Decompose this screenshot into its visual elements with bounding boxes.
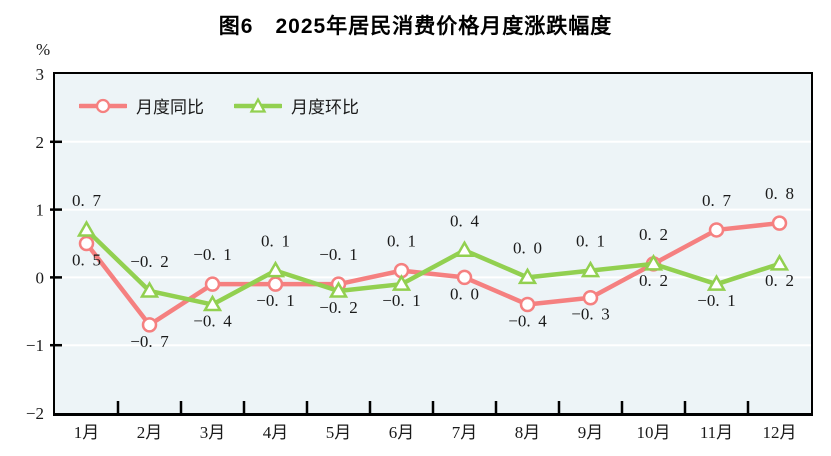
data-label: 0. 0 (450, 284, 479, 303)
data-label: −0. 7 (130, 332, 169, 351)
y-tick-label: 0 (36, 268, 45, 287)
mom-line-triangle-marker-icon (234, 96, 282, 113)
x-tick-label: 8月 (515, 423, 541, 442)
x-tick-label: 9月 (578, 423, 604, 442)
data-label: 0. 7 (702, 191, 731, 210)
data-point-marker-mom (76, 219, 97, 237)
data-label: −0. 3 (571, 305, 610, 324)
legend-item-yoy: 月度同比 (79, 93, 204, 118)
chart-title: 图6 2025年居民消费价格月度涨跌幅度 (218, 15, 613, 38)
series-line-yoy (84, 220, 782, 328)
data-label: −0. 2 (130, 252, 169, 271)
data-point-marker-mom (202, 294, 223, 312)
data-label: 0. 7 (72, 191, 101, 210)
data-label: −0. 4 (508, 312, 547, 331)
data-label: 0. 5 (72, 251, 101, 270)
data-label: 0. 2 (639, 271, 668, 290)
x-tick-label: 7月 (452, 423, 478, 442)
data-point-marker-yoy (204, 276, 221, 292)
x-tick-label: 3月 (200, 423, 226, 442)
data-point-marker-mom (391, 274, 412, 291)
x-tick-label: 1月 (74, 423, 100, 442)
data-point-marker-yoy (456, 269, 473, 286)
series-line-mom (84, 227, 782, 307)
legend-swatch-triangle (249, 96, 267, 113)
data-point-marker-yoy (267, 276, 284, 292)
legend-swatch-circle (95, 98, 111, 113)
data-point-marker-yoy (582, 289, 599, 306)
x-tick-label: 2月 (137, 423, 163, 442)
data-point-marker-yoy (78, 235, 95, 252)
data-label: −0. 2 (319, 298, 358, 317)
data-label: −0. 4 (193, 312, 232, 331)
data-point-marker-mom (580, 260, 601, 278)
y-tick-label: 2 (36, 133, 45, 152)
data-label: 0. 1 (576, 232, 605, 251)
data-label: 0. 4 (450, 211, 479, 230)
data-label: 0. 2 (765, 271, 794, 290)
data-point-marker-mom (328, 280, 349, 298)
data-label: −0. 1 (193, 245, 232, 264)
y-tick-label: −2 (26, 404, 44, 423)
data-point-marker-mom (265, 260, 286, 278)
data-label: −0. 1 (697, 291, 736, 310)
data-label: −0. 1 (319, 245, 358, 264)
data-label: −0. 1 (382, 291, 421, 310)
data-point-marker-yoy (771, 215, 788, 231)
x-tick-label: 5月 (326, 423, 352, 442)
x-tick-label: 12月 (763, 423, 797, 442)
data-point-marker-mom (517, 267, 538, 285)
x-tick-label: 10月 (637, 423, 671, 442)
x-tick-label: 6月 (389, 423, 415, 442)
data-point-marker-yoy (141, 317, 158, 333)
data-label: 0. 1 (387, 232, 416, 251)
x-tick-label: 4月 (263, 423, 289, 442)
data-label: 0. 0 (513, 238, 542, 257)
data-label: 0. 2 (639, 225, 668, 244)
data-label: 0. 1 (261, 232, 290, 251)
data-label: −0. 1 (256, 291, 295, 310)
x-tick-label: 11月 (700, 423, 733, 442)
y-tick-label: −1 (26, 336, 44, 355)
data-point-marker-yoy (519, 296, 536, 313)
y-axis-unit-label: % (36, 40, 51, 59)
data-point-marker-mom (769, 253, 790, 271)
data-point-marker-mom (706, 274, 727, 291)
data-label: 0. 8 (765, 184, 794, 203)
legend-label-mom: 月度环比 (291, 98, 359, 117)
legend: 月度同比 月度环比 (79, 93, 359, 118)
data-point-marker-yoy (708, 222, 725, 238)
legend-label-yoy: 月度同比 (136, 98, 204, 117)
y-tick-label: 3 (36, 65, 45, 84)
legend-item-mom: 月度环比 (234, 93, 359, 118)
y-tick-label: 1 (36, 201, 45, 220)
yoy-line-circle-marker-icon (79, 98, 127, 113)
data-point-marker-mom (643, 253, 664, 271)
data-point-marker-mom (139, 280, 160, 298)
data-point-marker-mom (454, 240, 475, 258)
